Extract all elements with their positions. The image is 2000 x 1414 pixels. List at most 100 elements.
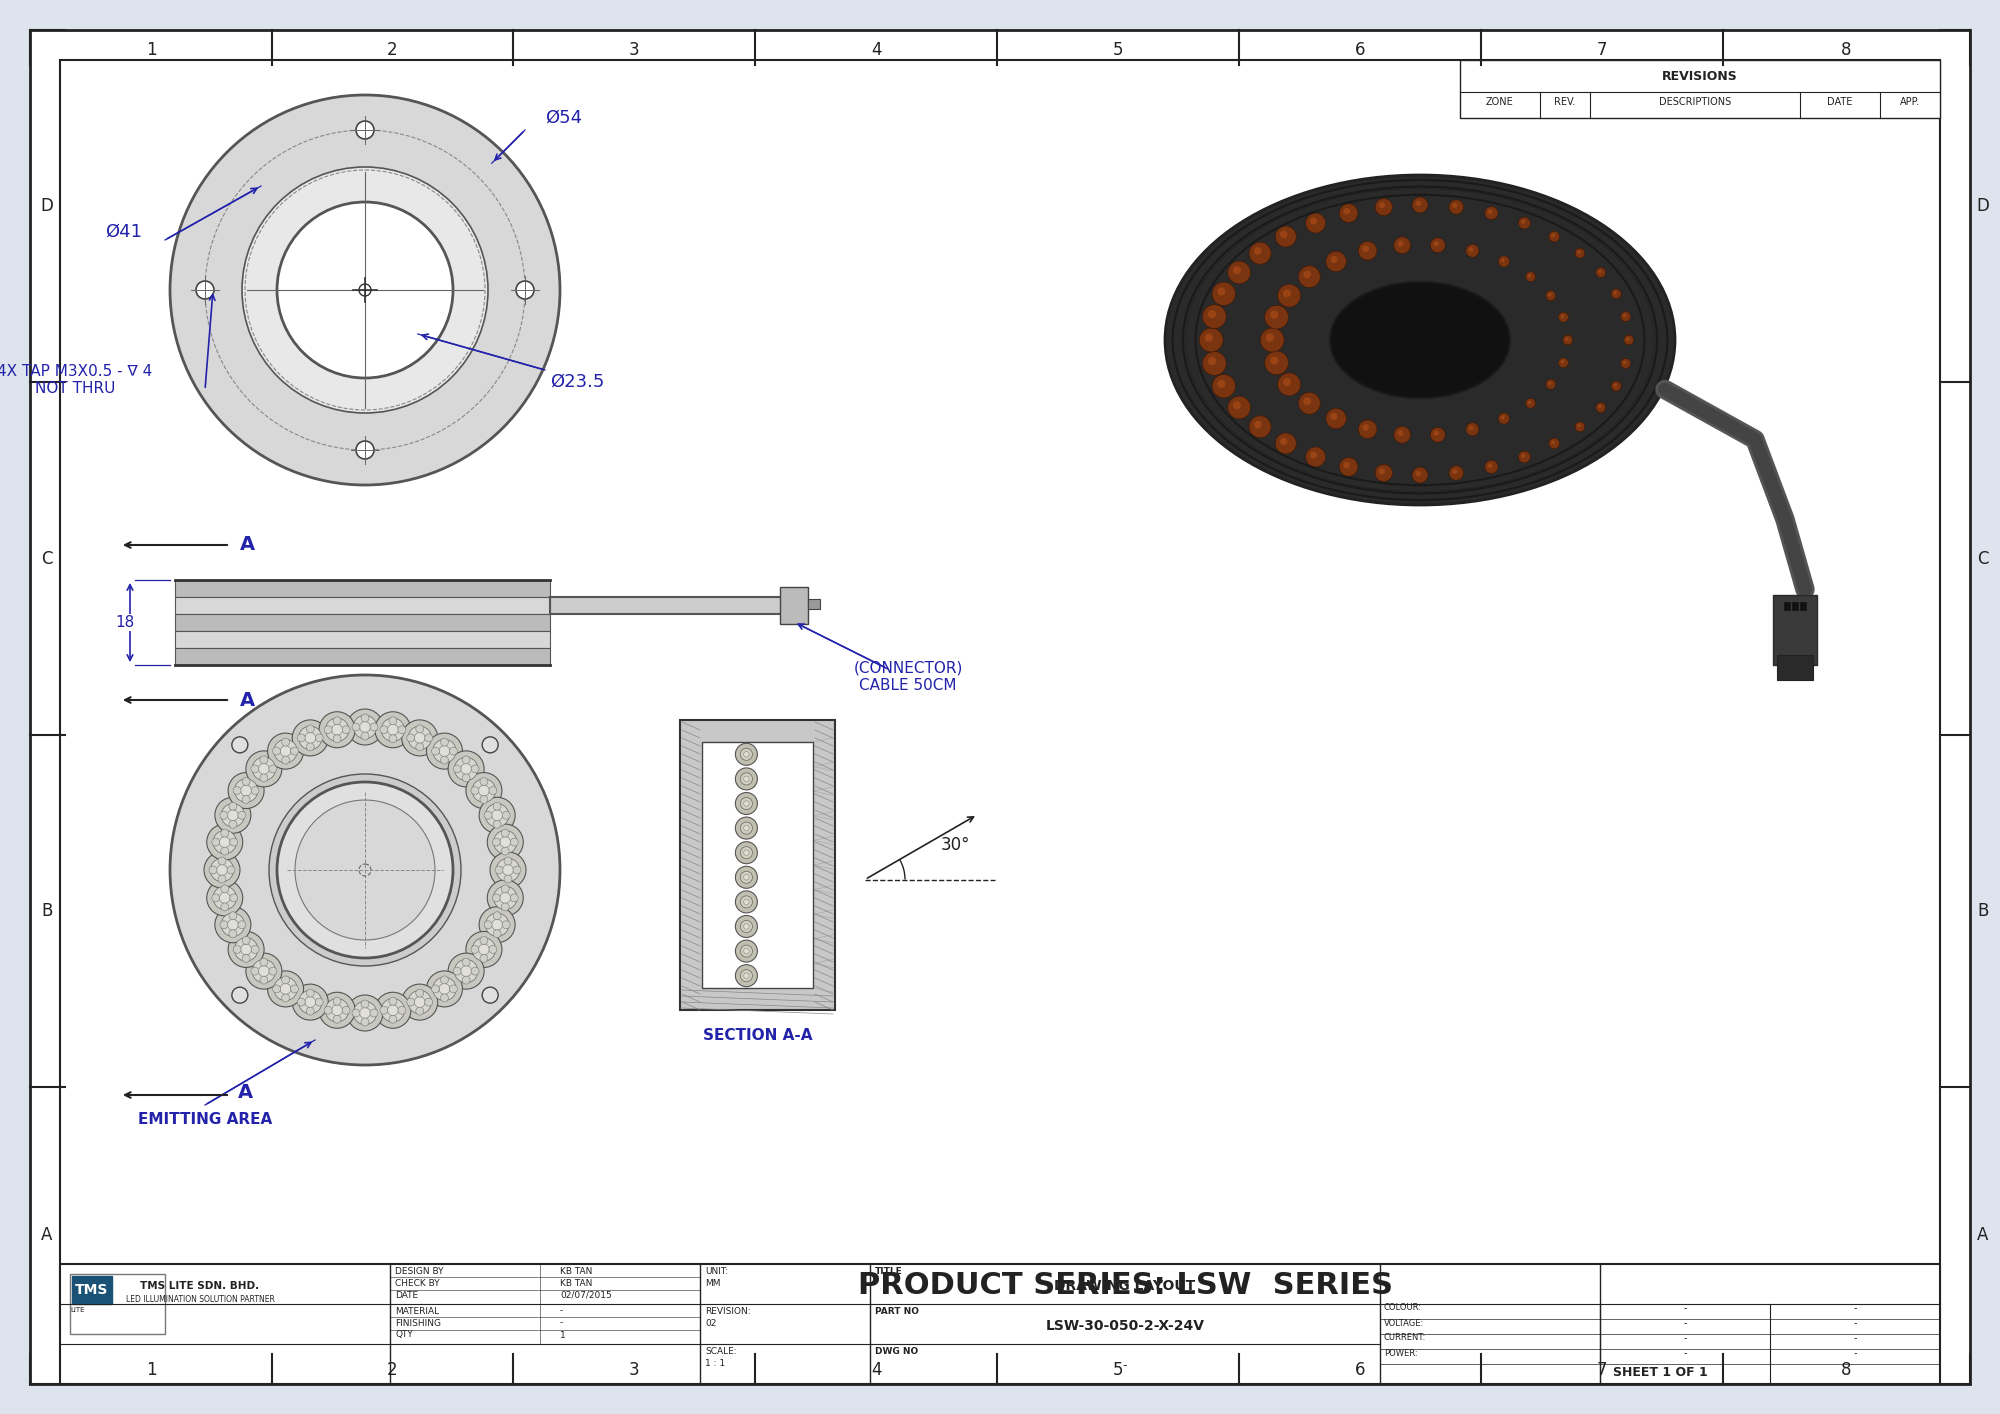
Circle shape — [334, 735, 342, 742]
Text: ZONE: ZONE — [1486, 98, 1514, 107]
Circle shape — [348, 708, 384, 745]
Text: 6: 6 — [1354, 1362, 1366, 1379]
Text: FINISHING: FINISHING — [396, 1318, 440, 1328]
Circle shape — [492, 839, 500, 846]
Circle shape — [480, 778, 488, 786]
Circle shape — [348, 995, 384, 1031]
Circle shape — [1452, 204, 1458, 208]
Circle shape — [426, 971, 462, 1007]
Circle shape — [740, 921, 752, 933]
Circle shape — [306, 990, 314, 997]
Circle shape — [1598, 270, 1602, 273]
Circle shape — [356, 441, 374, 460]
Circle shape — [1278, 284, 1300, 307]
Text: DESIGN BY: DESIGN BY — [396, 1267, 444, 1275]
Circle shape — [454, 960, 478, 983]
Circle shape — [382, 718, 404, 741]
Circle shape — [480, 797, 516, 833]
Ellipse shape — [1226, 215, 1614, 465]
Circle shape — [388, 724, 398, 735]
Text: SHEET 1 OF 1: SHEET 1 OF 1 — [1612, 1366, 1708, 1379]
Circle shape — [472, 765, 480, 773]
Ellipse shape — [1310, 269, 1530, 411]
Text: A: A — [42, 1226, 52, 1244]
Circle shape — [228, 912, 236, 919]
Circle shape — [496, 865, 502, 874]
Text: 6: 6 — [1354, 41, 1366, 59]
Circle shape — [1526, 399, 1536, 409]
Circle shape — [210, 858, 234, 882]
Bar — [1774, 594, 1816, 665]
Circle shape — [362, 732, 368, 740]
Circle shape — [1306, 447, 1326, 467]
Circle shape — [466, 932, 502, 967]
Circle shape — [744, 800, 750, 806]
Circle shape — [242, 167, 488, 413]
Text: TITLE: TITLE — [876, 1267, 902, 1277]
Text: UNIT:: UNIT: — [704, 1267, 728, 1277]
Circle shape — [352, 1010, 360, 1017]
Circle shape — [324, 1007, 332, 1014]
Circle shape — [1298, 266, 1320, 287]
Circle shape — [1558, 312, 1568, 322]
Circle shape — [426, 732, 462, 769]
Circle shape — [1208, 310, 1216, 318]
Circle shape — [246, 953, 282, 990]
Circle shape — [1254, 247, 1262, 255]
Circle shape — [388, 1005, 398, 1015]
Circle shape — [274, 740, 298, 762]
Circle shape — [234, 779, 258, 802]
Bar — [680, 720, 836, 1010]
Bar — [1792, 601, 1798, 609]
Circle shape — [1228, 262, 1250, 284]
Text: MATERIAL: MATERIAL — [396, 1307, 440, 1315]
Circle shape — [332, 724, 342, 735]
Bar — [60, 1264, 1940, 1384]
Circle shape — [1548, 230, 1560, 242]
Circle shape — [736, 867, 758, 888]
Circle shape — [1416, 471, 1422, 477]
Circle shape — [1548, 382, 1552, 385]
Circle shape — [414, 732, 426, 744]
Circle shape — [1484, 206, 1498, 219]
Bar — [1800, 601, 1806, 609]
Circle shape — [1578, 250, 1580, 255]
Circle shape — [228, 810, 238, 820]
Circle shape — [424, 734, 432, 742]
Text: C: C — [42, 550, 52, 567]
Circle shape — [736, 940, 758, 962]
Circle shape — [220, 921, 228, 929]
Circle shape — [1282, 290, 1290, 297]
Circle shape — [1218, 380, 1226, 387]
Circle shape — [214, 887, 236, 909]
Circle shape — [326, 718, 348, 741]
Circle shape — [424, 998, 432, 1007]
Circle shape — [1264, 351, 1288, 375]
Circle shape — [320, 993, 356, 1028]
Circle shape — [1548, 438, 1560, 448]
Bar — [60, 59, 1940, 1324]
Circle shape — [482, 987, 498, 1003]
Circle shape — [480, 954, 488, 963]
Circle shape — [440, 984, 450, 994]
Circle shape — [740, 748, 752, 761]
Circle shape — [478, 945, 490, 954]
Circle shape — [220, 904, 228, 911]
Circle shape — [740, 871, 752, 884]
Text: 4: 4 — [870, 41, 882, 59]
Circle shape — [220, 885, 228, 892]
Circle shape — [306, 725, 314, 732]
Circle shape — [220, 847, 228, 855]
Circle shape — [1278, 373, 1300, 396]
Bar — [808, 600, 820, 609]
Circle shape — [502, 812, 510, 819]
Text: 18: 18 — [116, 615, 134, 631]
Text: SECTION A-A: SECTION A-A — [702, 1028, 812, 1042]
Circle shape — [272, 986, 280, 993]
Circle shape — [462, 976, 470, 984]
Text: A: A — [238, 1083, 254, 1103]
Circle shape — [250, 967, 258, 976]
Circle shape — [1218, 287, 1226, 296]
Circle shape — [1518, 451, 1530, 462]
Circle shape — [220, 837, 230, 847]
